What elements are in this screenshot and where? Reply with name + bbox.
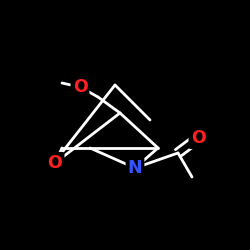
Text: O: O <box>72 78 88 96</box>
Text: O: O <box>48 154 62 172</box>
Text: O: O <box>191 129 206 147</box>
Text: N: N <box>128 159 142 177</box>
